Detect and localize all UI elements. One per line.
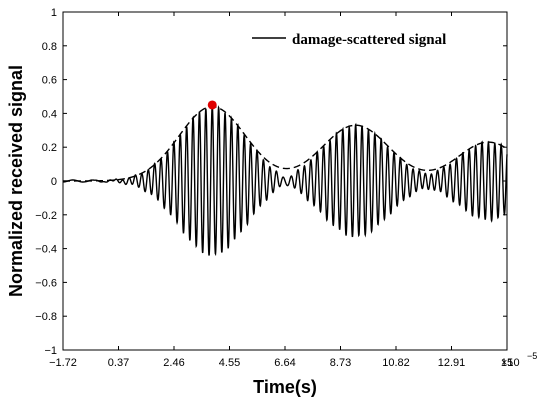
y-tick-label: −0.2 [35,210,57,222]
series-layer [62,100,508,257]
x-tick-label: 12.91 [438,357,466,369]
y-tick-label: −0.6 [35,277,57,289]
y-tick-label: 0.4 [42,108,57,120]
x-tick-label: 15 [501,357,513,369]
x-axis-exponent: −5 [527,351,537,361]
y-tick-label: 1 [51,7,57,19]
peak-marker [207,100,217,110]
x-axis-ticks: −1.72 0.37 2.46 4.55 6.64 8.73 10.82 12.91 15 [49,12,513,369]
x-axis-multiplier: ×10 [501,357,520,369]
legend: damage-scattered signal [252,32,446,48]
envelope-line [63,105,508,182]
y-tick-label: 0 [51,176,57,188]
x-tick-label: 6.64 [274,357,295,369]
x-tick-label: −1.72 [49,357,77,369]
y-tick-label: 0.2 [42,142,57,154]
x-tick-label: 4.55 [219,357,240,369]
x-tick-label: 0.37 [108,357,129,369]
legend-label: damage-scattered signal [292,32,446,48]
y-tick-label: −1 [44,345,57,357]
x-tick-label: 10.82 [382,357,410,369]
x-axis-title: Time(s) [253,377,317,397]
y-tick-label: 0.6 [42,75,57,87]
y-tick-label: −0.4 [35,244,57,256]
signal-line [62,105,508,257]
y-axis-title: Normalized received signal [6,65,26,297]
y-tick-label: −0.8 [35,311,57,323]
x-tick-label: 8.73 [330,357,351,369]
y-tick-label: 0.8 [42,41,57,53]
x-tick-label: 2.46 [163,357,184,369]
